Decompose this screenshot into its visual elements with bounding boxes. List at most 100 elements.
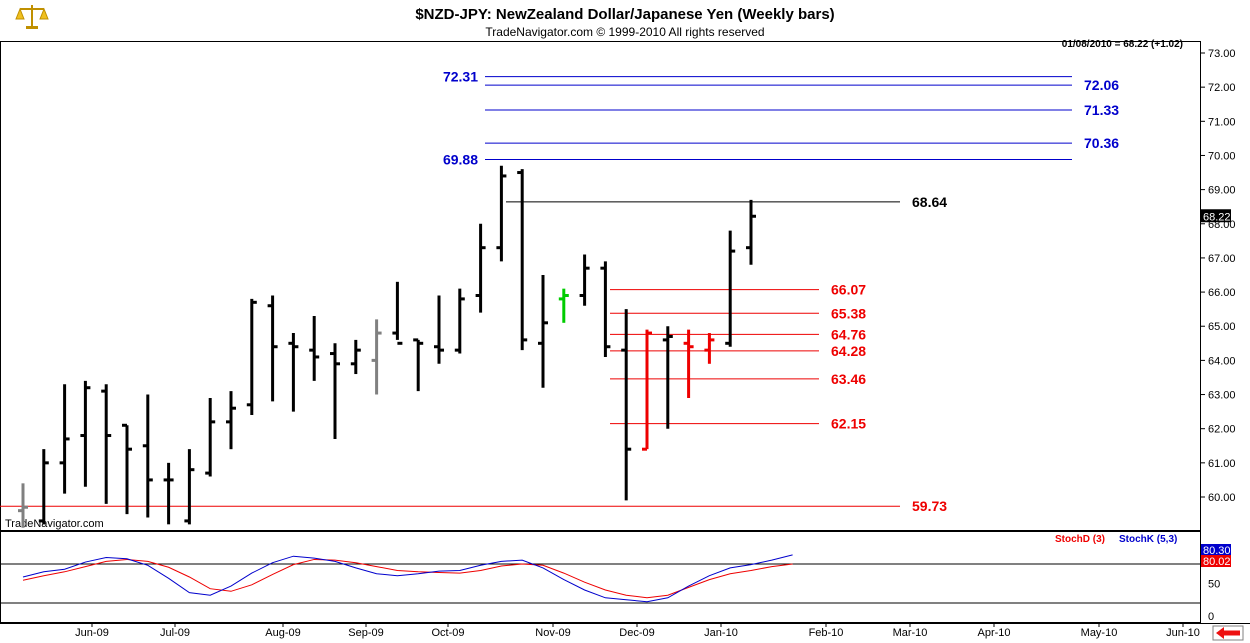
level-label-66-07: 66.07 — [831, 282, 866, 298]
stoch-value-label: 80.30 — [1203, 545, 1231, 557]
y-tick-label: 62.00 — [1208, 424, 1236, 436]
x-tick-label: Oct-09 — [431, 627, 464, 639]
level-label-62-15: 62.15 — [831, 416, 866, 432]
y-tick-label: 72.00 — [1208, 82, 1236, 94]
copyright-text: TradeNavigator.com © 1999-2010 All right… — [485, 25, 764, 39]
stoch-value-box — [1201, 555, 1231, 567]
ohlc-bar — [392, 281, 403, 345]
ohlc-bar — [662, 326, 673, 429]
ohlc-bar — [163, 462, 174, 525]
scales-icon — [15, 5, 49, 29]
last-bar-info: 01/08/2010 = 68.22 (+1.02) — [1062, 39, 1183, 50]
ohlc-bar — [579, 254, 590, 306]
ohlc-bar — [246, 298, 257, 416]
stochd-line — [22, 558, 793, 599]
ohlc-bar — [434, 295, 444, 364]
ohlc-bar — [600, 261, 611, 357]
x-tick-label: Jun-09 — [75, 627, 109, 639]
x-tick-label: Jan-10 — [704, 627, 738, 639]
ohlc-bar — [18, 483, 28, 528]
price-axis: 73.0072.0071.0070.0069.0068.0067.0066.00… — [1200, 48, 1236, 504]
ohlc-bar — [496, 165, 507, 262]
ohlc-bar — [746, 199, 756, 265]
y-tick-label: 61.00 — [1208, 458, 1236, 470]
x-tick-label: Sep-09 — [348, 627, 383, 639]
level-label-65-38: 65.38 — [831, 305, 866, 321]
stoch-value-label: 80.02 — [1203, 556, 1231, 568]
level-label-64-76: 64.76 — [831, 326, 866, 342]
ohlc-bar — [704, 333, 715, 364]
time-axis: Jun-09 Jul-09 Aug-09 Sep-09 Oct-09 Nov-09 Dec-… — [75, 623, 1200, 639]
y-tick-label: 63.00 — [1208, 390, 1236, 402]
left-arrow-icon[interactable] — [1212, 625, 1244, 641]
price-bars — [18, 165, 756, 528]
x-tick-label: Feb-10 — [809, 627, 844, 639]
y-tick-label: 70.00 — [1208, 150, 1236, 162]
level-label-69-88: 69.88 — [443, 152, 478, 168]
ohlc-bar — [538, 275, 548, 388]
level-lines: 72.31 72.06 71.33 70.36 69.88 68.64 66.07 65.38… — [0, 69, 1119, 514]
ohlc-bar — [642, 329, 652, 451]
y-tick-label: 66.00 — [1208, 287, 1236, 299]
ohlc-bar — [330, 343, 340, 439]
legend-stochk: StochK (5,3) — [1119, 534, 1177, 545]
ohlc-bar — [454, 288, 465, 354]
ohlc-bar — [309, 315, 320, 381]
y-tick-label: 60.00 — [1208, 492, 1236, 504]
ohlc-bar — [38, 449, 49, 525]
x-tick-label: Jun-10 — [1166, 627, 1200, 639]
y-tick-label: 73.00 — [1208, 48, 1236, 60]
y-tick-label: 64.00 — [1208, 355, 1236, 367]
ohlc-bar — [184, 449, 195, 525]
x-tick-label: Apr-10 — [977, 627, 1010, 639]
ohlc-bar — [205, 397, 216, 477]
x-tick-label: Mar-10 — [893, 627, 928, 639]
last-price-label: 68.22 — [1203, 211, 1231, 223]
ohlc-bar — [725, 230, 736, 347]
ohlc-bar — [101, 384, 112, 504]
level-label-59-73: 59.73 — [912, 498, 947, 514]
ohlc-bar — [122, 423, 132, 515]
ohlc-bar — [371, 319, 382, 395]
price-panel — [0, 41, 1201, 531]
y-tick-label: 65.00 — [1208, 321, 1236, 333]
stochastic-lines — [0, 554, 1200, 604]
level-label-64-28: 64.28 — [831, 343, 866, 359]
y-tick-label: 67.00 — [1208, 253, 1236, 265]
last-price-box — [1201, 209, 1231, 223]
x-tick-label: Dec-09 — [619, 627, 654, 639]
ohlc-bar — [350, 339, 361, 375]
stochk-line — [22, 554, 793, 603]
x-tick-label: Jul-09 — [160, 627, 190, 639]
watermark: TradeNavigator.com — [5, 518, 104, 530]
y-tick-label: 71.00 — [1208, 116, 1236, 128]
ohlc-bar — [80, 380, 91, 487]
logo — [15, 5, 49, 29]
x-tick-label: Aug-09 — [265, 627, 300, 639]
level-label-72-31: 72.31 — [443, 69, 478, 85]
level-label-63-46: 63.46 — [831, 371, 866, 387]
ohlc-bar — [413, 338, 424, 392]
ohlc-bar — [683, 329, 694, 398]
ohlc-bar — [288, 333, 299, 412]
x-tick-label: Nov-09 — [535, 627, 570, 639]
level-label-70-36: 70.36 — [1084, 135, 1119, 151]
ohlc-bar — [226, 391, 236, 450]
chart-title: $NZD-JPY: NewZealand Dollar/Japanese Yen… — [415, 6, 834, 23]
ohlc-bar — [59, 384, 70, 494]
ohlc-bar — [517, 169, 528, 351]
stoch-tick-label: 0 — [1208, 611, 1214, 623]
ohlc-bar — [621, 309, 632, 501]
level-label-71-33: 71.33 — [1084, 102, 1119, 118]
level-label-68-64: 68.64 — [912, 194, 947, 210]
ohlc-bar — [475, 223, 486, 313]
stoch-panel — [0, 531, 1201, 623]
level-label-72-06: 72.06 — [1084, 77, 1119, 93]
stoch-tick-label: 50 — [1208, 579, 1220, 591]
ohlc-bar — [267, 295, 278, 402]
legend-stochd: StochD (3) — [1055, 534, 1105, 545]
ohlc-bar — [142, 394, 153, 518]
ohlc-bar — [558, 288, 569, 323]
